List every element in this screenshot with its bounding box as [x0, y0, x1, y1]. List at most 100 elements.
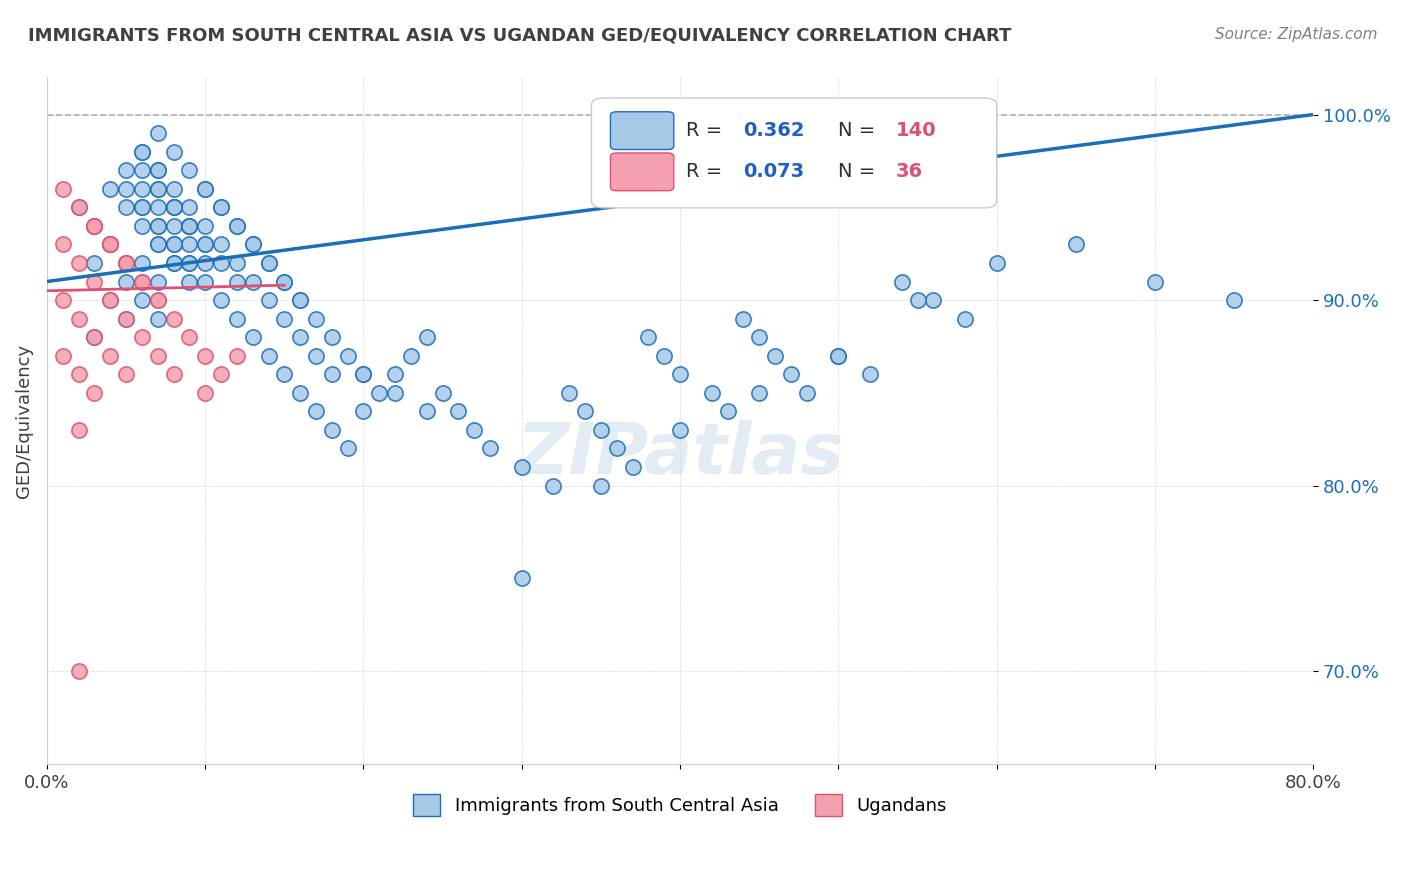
Point — [288, 293, 311, 307]
FancyBboxPatch shape — [610, 112, 673, 150]
Point — [321, 330, 343, 344]
Point — [209, 256, 232, 270]
Point — [907, 293, 929, 307]
Point — [83, 219, 105, 233]
Point — [225, 219, 247, 233]
Point — [321, 368, 343, 382]
Point — [115, 200, 138, 214]
Point — [131, 200, 153, 214]
Point — [162, 145, 184, 159]
Legend: Immigrants from South Central Asia, Ugandans: Immigrants from South Central Asia, Ugan… — [406, 787, 955, 823]
Point — [733, 311, 755, 326]
Point — [115, 182, 138, 196]
Point — [353, 368, 375, 382]
Point — [288, 385, 311, 400]
Point — [179, 219, 201, 233]
Point — [194, 385, 217, 400]
Point — [194, 182, 217, 196]
Point — [257, 349, 280, 363]
Point — [52, 293, 75, 307]
Point — [179, 256, 201, 270]
Point — [146, 275, 169, 289]
Point — [416, 330, 439, 344]
Point — [859, 368, 882, 382]
Point — [669, 423, 692, 437]
Point — [257, 256, 280, 270]
Point — [146, 349, 169, 363]
Point — [67, 256, 90, 270]
Point — [780, 368, 803, 382]
Y-axis label: GED/Equivalency: GED/Equivalency — [15, 343, 32, 498]
Point — [558, 385, 581, 400]
Point — [637, 330, 659, 344]
Point — [146, 219, 169, 233]
Point — [83, 219, 105, 233]
Point — [146, 293, 169, 307]
Point — [827, 349, 849, 363]
Point — [589, 423, 612, 437]
Point — [336, 442, 359, 456]
Point — [953, 311, 976, 326]
Point — [399, 349, 422, 363]
Point — [67, 311, 90, 326]
Point — [827, 349, 849, 363]
Point — [479, 442, 502, 456]
Point — [225, 311, 247, 326]
Point — [209, 293, 232, 307]
Point — [225, 256, 247, 270]
Point — [131, 145, 153, 159]
Point — [146, 200, 169, 214]
Point — [115, 256, 138, 270]
Point — [273, 275, 295, 289]
Point — [543, 478, 565, 492]
Point — [98, 293, 121, 307]
Point — [52, 349, 75, 363]
Point — [131, 275, 153, 289]
Point — [162, 256, 184, 270]
Point — [716, 404, 738, 418]
Text: ZIPatlas: ZIPatlas — [516, 420, 844, 490]
Point — [98, 237, 121, 252]
Point — [98, 237, 121, 252]
Point — [162, 237, 184, 252]
Point — [273, 368, 295, 382]
Point — [1064, 237, 1087, 252]
Point — [115, 311, 138, 326]
Point — [98, 349, 121, 363]
Point — [447, 404, 470, 418]
Point — [589, 478, 612, 492]
Point — [67, 368, 90, 382]
Point — [700, 385, 723, 400]
Point — [115, 368, 138, 382]
Point — [225, 219, 247, 233]
Point — [131, 145, 153, 159]
Point — [131, 182, 153, 196]
Point — [353, 368, 375, 382]
Point — [305, 349, 328, 363]
Point — [83, 385, 105, 400]
Point — [209, 368, 232, 382]
Text: IMMIGRANTS FROM SOUTH CENTRAL ASIA VS UGANDAN GED/EQUIVALENCY CORRELATION CHART: IMMIGRANTS FROM SOUTH CENTRAL ASIA VS UG… — [28, 27, 1011, 45]
Point — [510, 460, 533, 475]
Point — [288, 293, 311, 307]
Point — [98, 237, 121, 252]
Point — [83, 330, 105, 344]
Text: 0.073: 0.073 — [744, 162, 804, 181]
Text: N =: N = — [838, 120, 882, 140]
Point — [890, 275, 912, 289]
Point — [194, 256, 217, 270]
Point — [748, 385, 770, 400]
Point — [162, 182, 184, 196]
Point — [621, 460, 644, 475]
Point — [131, 219, 153, 233]
Point — [131, 200, 153, 214]
Point — [83, 275, 105, 289]
Point — [146, 163, 169, 178]
Point — [574, 404, 596, 418]
Text: R =: R = — [686, 120, 728, 140]
Point — [225, 349, 247, 363]
Point — [257, 256, 280, 270]
Point — [67, 200, 90, 214]
Point — [194, 275, 217, 289]
Point — [146, 237, 169, 252]
